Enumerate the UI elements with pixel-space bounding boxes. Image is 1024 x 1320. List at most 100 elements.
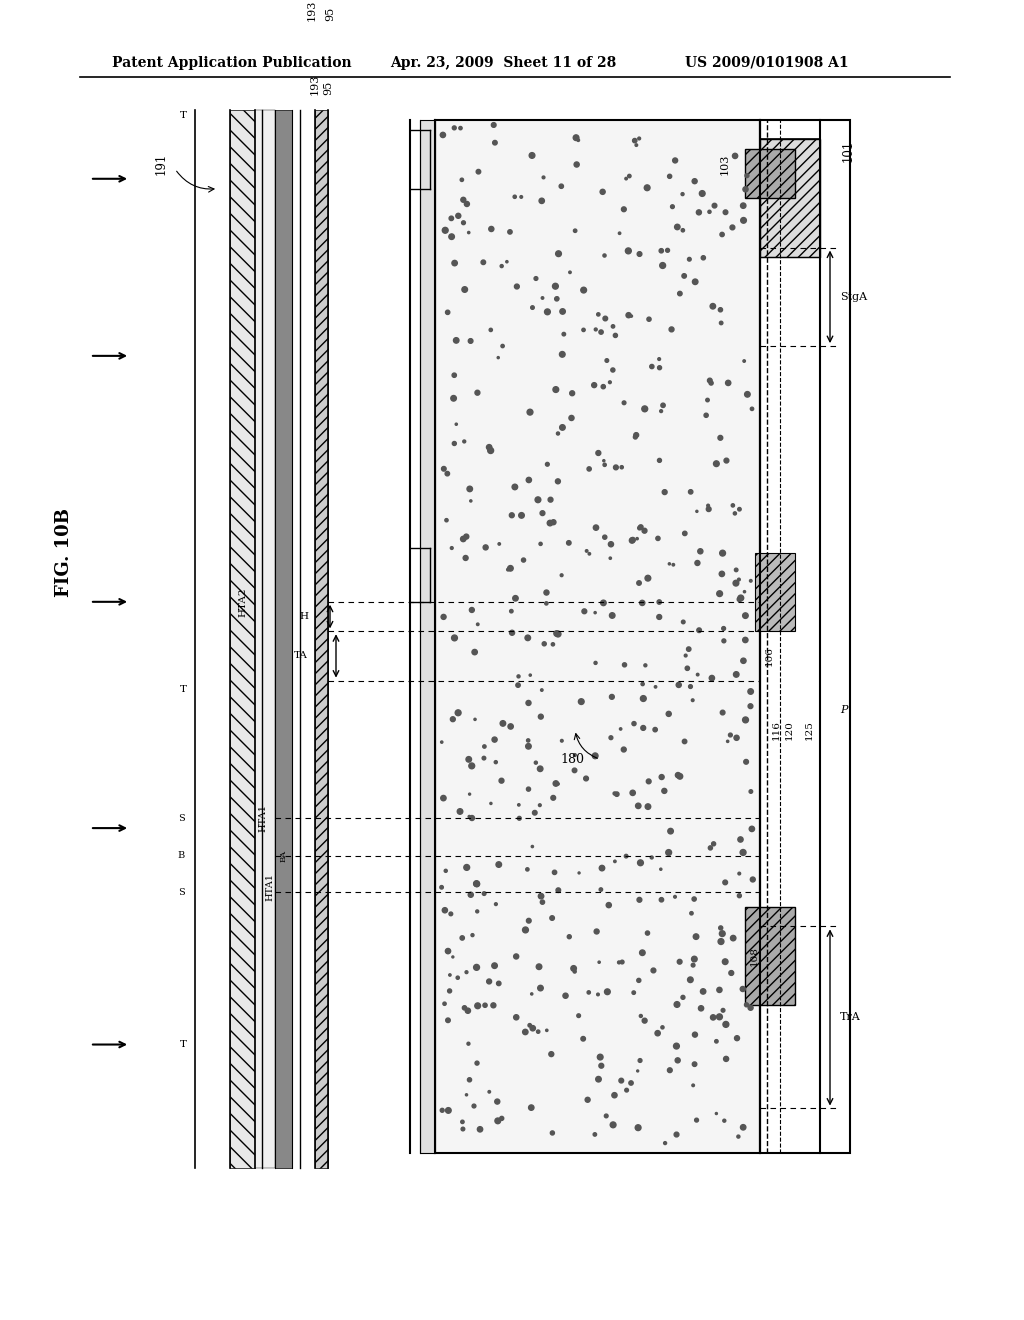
Point xyxy=(534,680,550,701)
Point xyxy=(451,205,467,226)
Point xyxy=(677,731,693,752)
Bar xyxy=(760,120,850,1152)
Text: 101: 101 xyxy=(842,140,855,161)
Point xyxy=(548,379,564,400)
Point xyxy=(524,836,541,857)
Point xyxy=(464,755,480,776)
Point xyxy=(626,713,642,734)
Point xyxy=(442,903,459,924)
Point xyxy=(458,548,474,569)
Point xyxy=(462,784,478,805)
Point xyxy=(513,504,529,525)
Point xyxy=(535,288,551,309)
Point xyxy=(547,276,563,297)
Point xyxy=(624,305,640,326)
Point xyxy=(463,490,479,511)
Point xyxy=(626,982,642,1003)
Point xyxy=(670,764,686,785)
Point xyxy=(534,190,550,211)
Point xyxy=(713,931,729,952)
Point xyxy=(621,305,637,326)
Point xyxy=(462,478,478,499)
Point xyxy=(460,1001,476,1022)
Point xyxy=(508,1007,524,1028)
Point xyxy=(593,322,609,343)
Point xyxy=(483,218,500,239)
Point xyxy=(607,457,624,478)
Text: HTA1: HTA1 xyxy=(258,804,267,832)
Point xyxy=(709,1104,725,1125)
Point xyxy=(737,605,754,626)
Point xyxy=(599,350,615,371)
Point xyxy=(682,676,698,697)
Point xyxy=(729,1027,745,1048)
Point xyxy=(656,482,673,503)
Point xyxy=(652,859,669,880)
Point xyxy=(681,639,697,660)
Point xyxy=(470,614,486,635)
Text: 103: 103 xyxy=(720,153,730,174)
Point xyxy=(677,523,693,544)
Point xyxy=(556,323,572,345)
Point xyxy=(640,796,656,817)
Point xyxy=(688,927,705,948)
Point xyxy=(463,330,479,351)
Point xyxy=(436,900,453,921)
Point xyxy=(449,413,465,434)
Point xyxy=(527,752,544,774)
Point xyxy=(461,807,477,828)
Point xyxy=(633,1006,649,1027)
Point xyxy=(630,1117,646,1138)
Point xyxy=(653,240,670,261)
Point xyxy=(684,689,700,710)
Point xyxy=(550,422,566,444)
Point xyxy=(469,995,485,1016)
Point xyxy=(445,388,462,409)
Point xyxy=(522,664,539,685)
Point xyxy=(547,862,563,883)
Point xyxy=(587,1123,603,1144)
Point xyxy=(542,512,558,533)
Point xyxy=(698,405,715,426)
Point xyxy=(627,426,643,447)
Point xyxy=(566,760,583,781)
Point xyxy=(631,573,647,594)
Point xyxy=(566,744,583,766)
Point xyxy=(596,450,612,471)
Point xyxy=(563,408,580,429)
Point xyxy=(575,1028,592,1049)
Point xyxy=(712,1006,728,1027)
Bar xyxy=(255,110,275,1167)
Point xyxy=(709,1031,725,1052)
Point xyxy=(540,454,556,475)
Point xyxy=(545,634,561,655)
Point xyxy=(611,952,628,973)
Text: 106: 106 xyxy=(765,645,774,665)
Point xyxy=(662,166,678,187)
Point xyxy=(580,1089,596,1110)
Point xyxy=(605,315,622,337)
Point xyxy=(526,803,543,824)
Point xyxy=(536,634,552,655)
Point xyxy=(435,124,452,145)
Point xyxy=(700,499,717,520)
Point xyxy=(539,593,555,614)
Point xyxy=(742,781,759,803)
Point xyxy=(737,709,754,730)
Point xyxy=(654,255,671,276)
Point xyxy=(515,549,531,570)
Point xyxy=(494,256,510,277)
Point xyxy=(513,186,529,207)
Point xyxy=(566,961,583,982)
Point xyxy=(517,919,534,940)
Point xyxy=(476,883,493,904)
Point xyxy=(561,927,578,948)
Point xyxy=(594,858,610,879)
Point xyxy=(604,686,621,708)
Point xyxy=(495,713,511,734)
Point xyxy=(438,510,455,531)
Point xyxy=(494,1107,510,1129)
Point xyxy=(549,623,565,644)
Bar xyxy=(275,110,292,1167)
Point xyxy=(629,528,645,549)
